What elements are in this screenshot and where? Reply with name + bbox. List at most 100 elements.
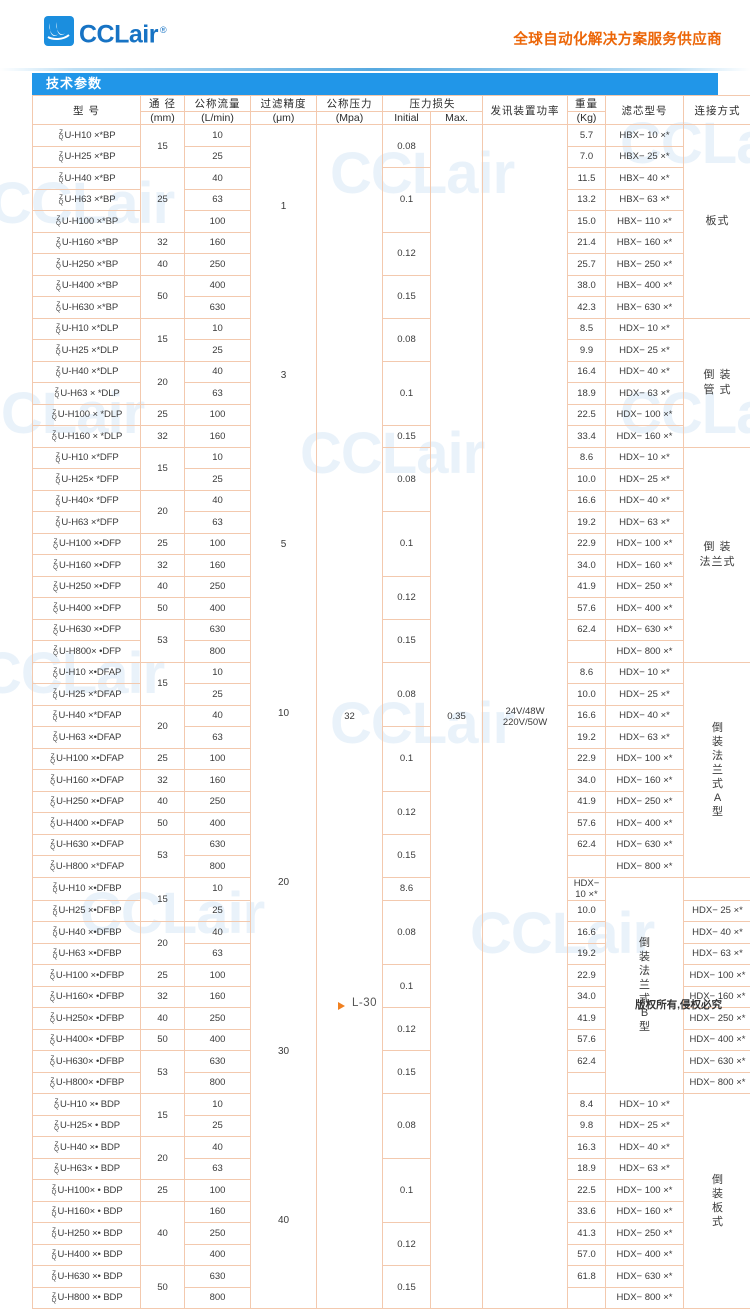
cell-element-model: HDX− 10 ×* (606, 662, 684, 684)
cell-element-model: HDX− 10 ×* (606, 1094, 684, 1116)
cell-weight: 34.0 (568, 770, 606, 792)
cell-weight: 21.4 (568, 232, 606, 254)
cell-weight: 57.0 (568, 1244, 606, 1266)
col-unit-pressure: (Mpa) (317, 112, 383, 125)
cell-element-model: HDX− 40 ×* (606, 1137, 684, 1159)
cell-element-model: HBX− 40 ×* (606, 168, 684, 190)
col-header-bore: 通 径 (141, 96, 185, 112)
cell-bore: 15 (141, 662, 185, 705)
cell-flow: 100 (185, 404, 251, 426)
cell-weight: 8.6 (568, 662, 606, 684)
brand-name-text: CCLair (79, 20, 158, 48)
cell-weight: 9.8 (568, 1115, 606, 1137)
cell-bore: 20 (141, 1137, 185, 1180)
cell-weight: 16.4 (568, 361, 606, 383)
cell-pressure-loss-initial: 0.15 (383, 426, 431, 448)
cell-flow: 25 (185, 340, 251, 362)
cell-weight: 62.4 (568, 1051, 606, 1073)
col-header-flow: 公称流量 (185, 96, 251, 112)
cell-flow: 160 (185, 232, 251, 254)
cell-connection-type: 倒 装管 式 (684, 318, 750, 447)
cell-weight: 8.5 (568, 318, 606, 340)
cell-element-model: HDX− 25 ×* (606, 684, 684, 706)
cell-flow: 160 (185, 555, 251, 577)
cell-flow: 250 (185, 576, 251, 598)
cell-flow: 40 (185, 705, 251, 727)
cell-weight: 19.2 (568, 943, 606, 965)
cell-weight: 16.6 (568, 922, 606, 944)
cell-weight: 11.5 (568, 168, 606, 190)
cell-flow: 100 (185, 748, 251, 770)
cell-flow: 40 (185, 361, 251, 383)
cell-element-model: HDX− 250 ×* (606, 576, 684, 598)
cell-flow: 800 (185, 856, 251, 878)
cell-bore: 32 (141, 232, 185, 254)
cell-bore: 20 (141, 922, 185, 965)
cell-element-model: HDX− 800 ×* (606, 856, 684, 878)
cell-bore: 20 (141, 490, 185, 533)
cell-element-model: HDX− 25 ×* (606, 469, 684, 491)
cell-flow: 250 (185, 1223, 251, 1245)
cell-element-model: HDX− 10 ×* (606, 447, 684, 469)
cell-element-model: HDX− 40 ×* (684, 922, 750, 944)
cell-element-model: HDX− 400 ×* (606, 813, 684, 835)
cell-bore: 50 (141, 813, 185, 835)
cell-pressure-loss-initial: 0.12 (383, 576, 431, 619)
cell-weight: 22.5 (568, 404, 606, 426)
cell-flow: 160 (185, 1201, 251, 1223)
cell-bore: 50 (141, 598, 185, 620)
cell-weight: 22.9 (568, 748, 606, 770)
accuracy-value: 1 (251, 201, 316, 212)
cell-bore: 50 (141, 275, 185, 318)
cell-bore: 15 (141, 125, 185, 168)
copyright-notice: 版权所有,侵权必究 (635, 997, 722, 1012)
cell-element-model: HDX− 25 ×* (606, 340, 684, 362)
cell-flow: 630 (185, 297, 251, 319)
cell-element-model: HDX− 63 ×* (606, 1158, 684, 1180)
cell-element-model: HDX− 630 ×* (606, 1266, 684, 1288)
cell-element-model: HDX− 800 ×* (606, 1287, 684, 1309)
signal-power-line: 24V/48W (483, 706, 567, 717)
header-divider (0, 68, 750, 71)
cell-flow: 400 (185, 275, 251, 297)
cell-bore: 25 (141, 168, 185, 233)
cell-flow: 250 (185, 791, 251, 813)
registered-mark: ® (160, 25, 166, 35)
cell-weight (568, 1072, 606, 1094)
cell-flow: 25 (185, 900, 251, 922)
